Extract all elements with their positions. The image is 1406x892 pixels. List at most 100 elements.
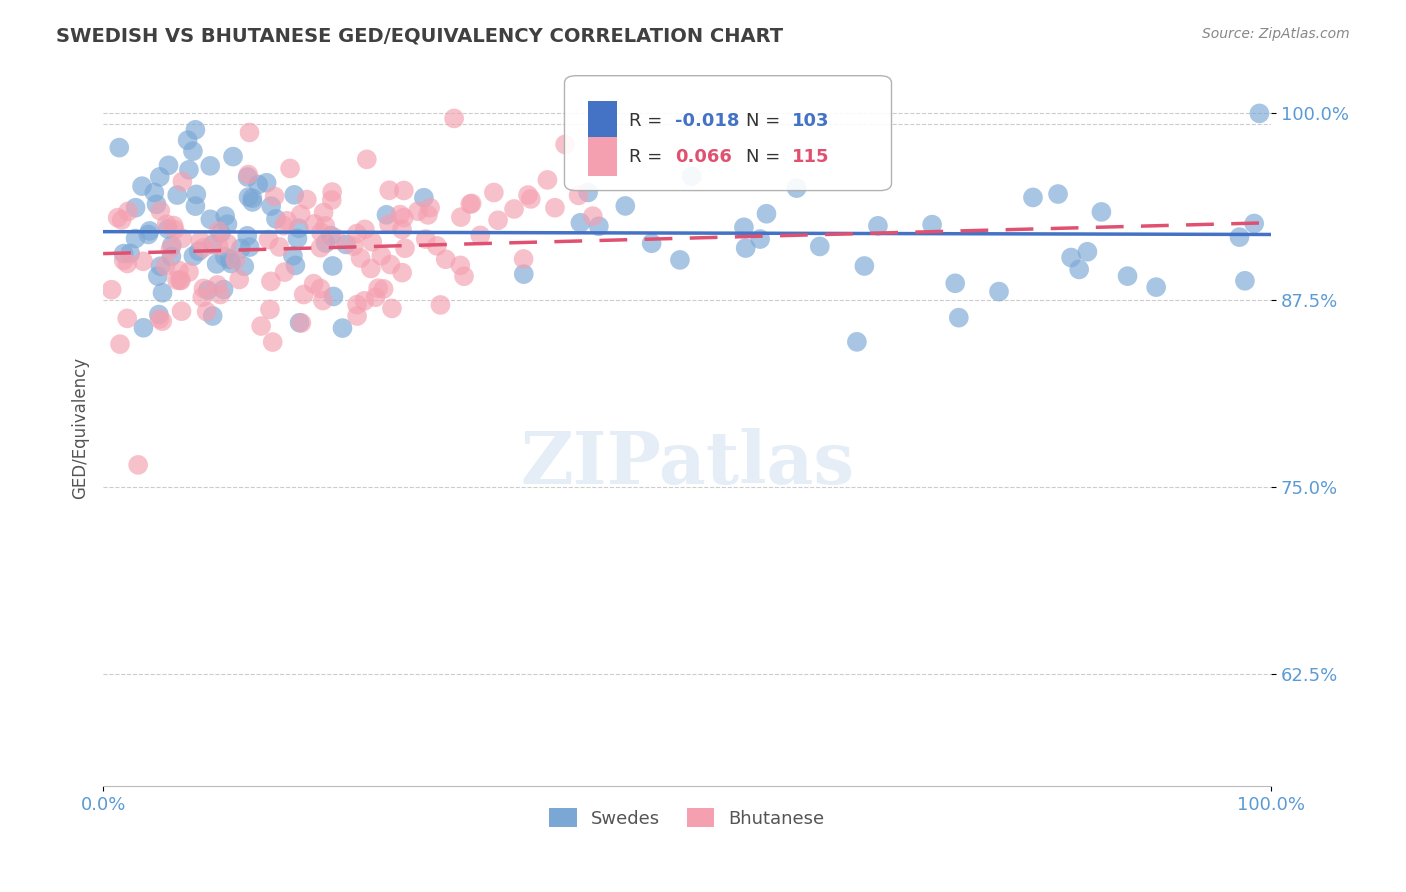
Point [1076, 244, 1098, 259]
Point [290, 316, 312, 330]
Point [186, 187, 208, 202]
Point [156, 222, 179, 236]
Point [322, 289, 344, 303]
Point [309, 281, 332, 295]
Point [354, 222, 377, 236]
Point [332, 321, 354, 335]
Point [273, 219, 295, 233]
Text: 0.066: 0.066 [675, 148, 733, 166]
Point [172, 231, 194, 245]
Point [443, 112, 465, 126]
Point [281, 249, 304, 263]
Point [207, 277, 229, 292]
Point [205, 257, 228, 271]
Point [170, 304, 193, 318]
Point [367, 281, 389, 295]
Point [1022, 190, 1045, 204]
Point [184, 199, 207, 213]
Point [224, 253, 246, 268]
Point [304, 217, 326, 231]
Point [256, 176, 278, 190]
Point [236, 169, 259, 184]
Text: 115: 115 [792, 148, 830, 166]
Point [460, 196, 482, 211]
Point [1249, 106, 1271, 120]
Point [257, 233, 280, 247]
Point [132, 320, 155, 334]
Point [163, 223, 186, 237]
Point [136, 227, 159, 242]
Point [453, 269, 475, 284]
Point [238, 126, 260, 140]
Point [568, 188, 591, 202]
Point [108, 140, 131, 154]
Point [222, 150, 245, 164]
Point [353, 293, 375, 308]
FancyBboxPatch shape [564, 76, 891, 191]
Point [503, 202, 526, 216]
Point [159, 242, 181, 256]
Point [391, 266, 413, 280]
Point [288, 316, 311, 330]
Point [107, 211, 129, 225]
Point [150, 314, 173, 328]
Point [209, 226, 232, 240]
Point [1090, 205, 1112, 219]
Point [426, 239, 449, 253]
Point [302, 277, 325, 291]
Point [200, 159, 222, 173]
Point [321, 185, 343, 199]
Point [163, 219, 186, 233]
Point [1243, 217, 1265, 231]
Point [394, 241, 416, 255]
Point [262, 334, 284, 349]
Point [988, 285, 1011, 299]
Point [1116, 269, 1139, 284]
Point [155, 259, 177, 273]
Point [292, 287, 315, 301]
Point [148, 308, 170, 322]
Point [156, 217, 179, 231]
Point [370, 249, 392, 263]
Point [278, 161, 301, 176]
Point [343, 239, 366, 253]
Point [127, 458, 149, 472]
Text: Source: ZipAtlas.com: Source: ZipAtlas.com [1202, 27, 1350, 41]
Point [734, 241, 756, 255]
Point [360, 261, 382, 276]
Point [287, 231, 309, 245]
Point [214, 250, 236, 264]
Point [160, 238, 183, 252]
Point [236, 228, 259, 243]
Point [588, 219, 610, 234]
Point [544, 201, 567, 215]
Point [309, 241, 332, 255]
Point [582, 209, 605, 223]
Point [233, 260, 256, 274]
Point [269, 240, 291, 254]
Point [569, 216, 592, 230]
Point [170, 274, 193, 288]
Point [373, 282, 395, 296]
Point [124, 201, 146, 215]
Point [290, 207, 312, 221]
Point [207, 238, 229, 252]
Point [786, 181, 808, 195]
Point [519, 192, 541, 206]
Point [375, 208, 398, 222]
Text: SWEDISH VS BHUTANESE GED/EQUIVALENCY CORRELATION CHART: SWEDISH VS BHUTANESE GED/EQUIVALENCY COR… [56, 27, 783, 45]
Point [416, 208, 439, 222]
Point [117, 256, 139, 270]
Point [364, 290, 387, 304]
Point [378, 183, 401, 197]
Point [238, 168, 260, 182]
Point [321, 193, 343, 207]
Point [380, 258, 402, 272]
Point [167, 263, 190, 277]
Point [755, 207, 778, 221]
Point [190, 234, 212, 248]
Point [138, 224, 160, 238]
Point [217, 236, 239, 251]
Point [195, 304, 218, 318]
Point [131, 179, 153, 194]
